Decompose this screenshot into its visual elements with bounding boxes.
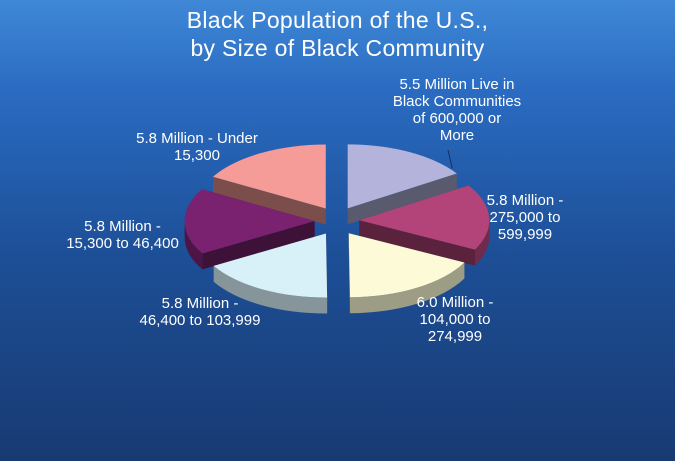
slice-label-5-line-2: 15,300 to 46,400 (66, 235, 179, 252)
slice-label-6: 5.8 Million - Under 15,300 (122, 130, 272, 164)
slice-label-1: 5.5 Million Live in Black Communities of… (382, 76, 532, 144)
pie-slice-3-wall-2 (348, 233, 350, 314)
slice-label-6-line-1: 5.8 Million - Under (136, 130, 258, 147)
slice-label-4: 5.8 Million - 46,400 to 103,999 (120, 295, 280, 329)
pie-slice-6-top (212, 144, 326, 209)
slice-label-2: 5.8 Million - 275,000 to 599,999 (470, 192, 580, 243)
pie-slice-2 (359, 185, 490, 266)
pie-slice-5-wall-1 (202, 221, 315, 270)
pie-slice-5-side-1 (184, 221, 203, 270)
slice-label-1-line-3: of 600,000 or (412, 110, 502, 127)
slice-label-5-line-1: 5.8 Million - (84, 218, 161, 235)
pie-slice-2-side-1 (474, 220, 490, 266)
pie-slice-1 (347, 144, 457, 225)
slice-label-3-line-3: 274,999 (427, 328, 483, 345)
chart-title: Black Population of the U.S., by Size of… (0, 6, 675, 62)
pie-slice-3-top (348, 233, 465, 298)
slice-label-1-line-4: More (439, 127, 475, 144)
pie-slice-3-side-1 (349, 262, 465, 314)
slice-label-2-line-3: 599,999 (497, 226, 553, 243)
pie-slice-4 (213, 233, 328, 314)
chart-title-line-2: by Size of Black Community (190, 35, 485, 61)
pie-slice-2-wall-2 (359, 220, 475, 266)
slice-1-leader-line (447, 149, 453, 169)
slice-label-3-line-1: 6.0 Million - (416, 294, 494, 311)
slice-label-4-line-2: 46,400 to 103,999 (139, 312, 261, 329)
slice-label-2-line-1: 5.8 Million - (486, 192, 564, 209)
pie-slice-5 (184, 189, 315, 270)
pie-slice-6 (212, 144, 326, 225)
slice-label-1-line-1: 5.5 Million Live in (399, 76, 515, 93)
chart-title-line-1: Black Population of the U.S., (186, 7, 489, 33)
slice-label-3-line-2: 104,000 to (419, 311, 491, 328)
pie-slice-4-top (213, 233, 328, 298)
slice-label-2-line-2: 275,000 to (489, 209, 561, 226)
pie-slice-3 (348, 233, 465, 314)
slice-label-6-line-2: 15,300 (174, 147, 220, 164)
pie-slice-4-side-1 (213, 265, 328, 314)
slice-label-4-line-1: 5.8 Million - (161, 295, 239, 312)
slice-label-1-line-2: Black Communities (392, 93, 522, 110)
pie-slice-5-top (184, 189, 315, 254)
slice-label-3: 6.0 Million - 104,000 to 274,999 (400, 294, 510, 345)
pie-slice-2-top (359, 185, 490, 250)
pie-slice-1-top (347, 144, 457, 209)
pie-slice-6-wall-1 (212, 176, 326, 225)
pie-slice-1-wall-2 (347, 173, 457, 225)
slice-label-5: 5.8 Million - 15,300 to 46,400 (50, 218, 195, 252)
